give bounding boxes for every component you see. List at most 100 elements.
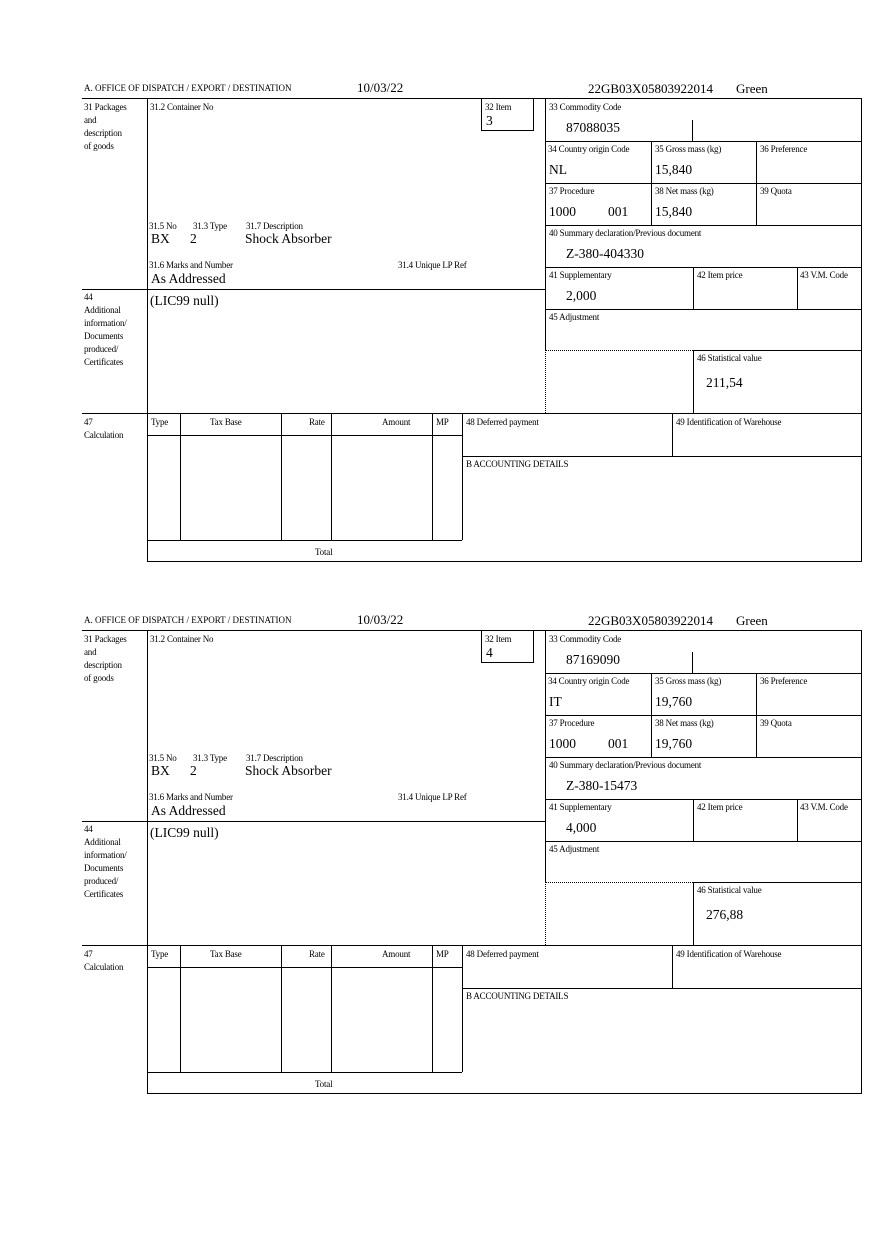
marks-label: 31.6 Marks and Number [149, 260, 233, 270]
date: 10/03/22 [357, 612, 404, 627]
divider [545, 715, 862, 716]
office-label: A. OFFICE OF DISPATCH / EXPORT / DESTINA… [84, 615, 292, 625]
packages-label: and [84, 647, 97, 657]
additional-label: Additional [84, 305, 121, 315]
calc-col-type: Type [151, 949, 169, 959]
additional-label: information/ [84, 850, 127, 860]
no-label: 31.5 No [149, 221, 177, 231]
no-label: 31.5 No [149, 753, 177, 763]
divider [756, 673, 757, 757]
procedure-label: 37 Procedure [549, 718, 595, 728]
packages-label: 31 Packages [84, 102, 127, 112]
divider [147, 540, 462, 541]
additional-value: (LIC99 null) [150, 825, 219, 840]
calc-col-mp: MP [436, 417, 449, 427]
gross-value: 15,840 [655, 162, 693, 177]
divider [533, 630, 534, 662]
supplementary-label: 41 Supplementary [549, 802, 612, 812]
calc-col-mp: MP [436, 949, 449, 959]
vm-code-label: 43 V.M. Code [800, 802, 848, 812]
marks-value: As Addressed [151, 271, 226, 286]
divider [693, 799, 694, 841]
deferred-label: 48 Deferred payment [466, 949, 539, 959]
warehouse-label: 49 Identification of Warehouse [676, 949, 782, 959]
divider [545, 799, 862, 800]
divider [481, 630, 482, 662]
divider [861, 630, 862, 1093]
divider [797, 267, 798, 309]
divider [545, 841, 862, 842]
commodity-label: 33 Commodity Code [549, 102, 622, 112]
divider [692, 652, 693, 673]
route: Green [736, 613, 768, 628]
divider [797, 799, 798, 841]
divider [462, 945, 463, 1072]
calc-col-tax-base: Tax Base [210, 949, 242, 959]
divider [462, 413, 463, 540]
marks-label: 31.6 Marks and Number [149, 792, 233, 802]
declaration-item-form: A. OFFICE OF DISPATCH / EXPORT / DESTINA… [0, 80, 882, 570]
divider [545, 630, 546, 882]
divider [82, 413, 862, 414]
adjustment-label: 45 Adjustment [549, 312, 600, 322]
divider [481, 130, 534, 131]
calc-label: 47 [84, 949, 93, 959]
divider [545, 98, 546, 350]
statistical-label: 46 Statistical value [697, 885, 762, 895]
divider [180, 413, 181, 540]
reference-number: 22GB03X05803922014 [588, 81, 713, 96]
divider [651, 141, 652, 225]
adjustment-label: 45 Adjustment [549, 844, 600, 854]
divider [545, 309, 862, 310]
divider [693, 882, 694, 945]
statistical-value: 276,88 [706, 907, 744, 922]
divider [693, 267, 694, 309]
divider [147, 967, 462, 968]
packages-label: 31 Packages [84, 634, 127, 644]
divider [481, 662, 534, 663]
type-value: 2 [190, 231, 197, 246]
divider [147, 1093, 862, 1094]
additional-label: Certificates [84, 357, 124, 367]
divider [462, 988, 862, 989]
country-value: IT [549, 694, 562, 709]
procedure-value: 1000 [549, 204, 576, 219]
additional-label: Certificates [84, 889, 124, 899]
summary-value: Z-380-15473 [566, 778, 638, 793]
gross-label: 35 Gross mass (kg) [655, 676, 722, 686]
net-label: 38 Net mass (kg) [655, 718, 714, 728]
accounting-label: B ACCOUNTING DETAILS [466, 991, 569, 1001]
statistical-label: 46 Statistical value [697, 353, 762, 363]
procedure-value: 1000 [549, 736, 576, 751]
divider [651, 673, 652, 757]
divider [533, 98, 534, 130]
divider [693, 350, 862, 351]
additional-label: produced/ [84, 876, 119, 886]
net-value: 19,760 [655, 736, 693, 751]
divider [147, 630, 148, 1093]
preference-label: 36 Preference [760, 144, 808, 154]
packages-label: and [84, 115, 97, 125]
container-no-label: 31.2 Container No [150, 102, 214, 112]
additional-label: 44 [84, 292, 93, 302]
country-label: 34 Country origin Code [548, 676, 630, 686]
unique-lp-label: 31.4 Unique LP Ref [398, 792, 467, 802]
divider [545, 141, 862, 142]
route: Green [736, 81, 768, 96]
description-value: Shock Absorber [245, 231, 332, 246]
accounting-label: B ACCOUNTING DETAILS [466, 459, 569, 469]
gross-label: 35 Gross mass (kg) [655, 144, 722, 154]
divider [147, 1072, 462, 1073]
calc-col-tax-base: Tax Base [210, 417, 242, 427]
country-value: NL [549, 162, 567, 177]
divider [692, 120, 693, 141]
summary-label: 40 Summary declaration/Previous document [549, 228, 702, 238]
supplementary-value: 2,000 [566, 288, 597, 303]
date: 10/03/22 [357, 80, 404, 95]
additional-label: Documents [84, 863, 124, 873]
divider [545, 882, 693, 883]
reference-number: 22GB03X05803922014 [588, 613, 713, 628]
total-label: Total [315, 1079, 333, 1089]
divider [545, 267, 862, 268]
description-label: 31.7 Description [246, 221, 303, 231]
